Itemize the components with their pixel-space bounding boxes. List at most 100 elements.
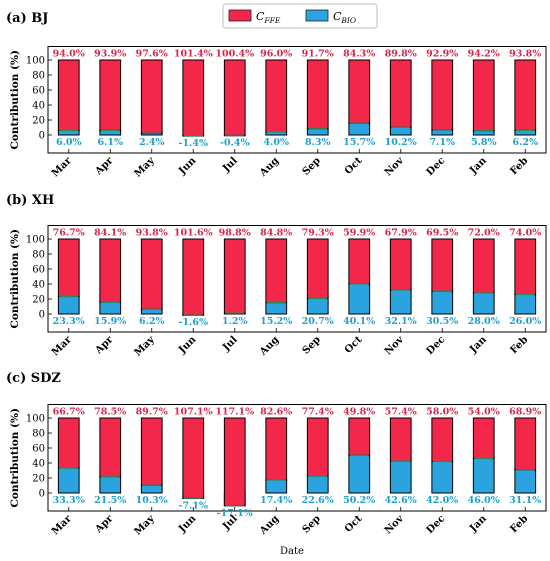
x-tick-label: Jul — [220, 334, 240, 354]
data-label-cffe: 89.8% — [385, 49, 417, 60]
y-tick-label: 80 — [32, 429, 45, 440]
bar-cffe — [265, 417, 288, 481]
bar-cffe — [472, 59, 495, 132]
x-tick-label: Mar — [50, 334, 74, 358]
data-label-cffe: 82.6% — [260, 407, 292, 418]
y-tick-label: 0 — [39, 131, 45, 142]
bar-cffe — [57, 59, 80, 131]
bar-cffe — [99, 417, 122, 478]
bar-cbio — [99, 301, 122, 315]
x-tick-label: Oct — [343, 334, 365, 356]
bar-cffe — [140, 417, 163, 486]
bar-cbio — [306, 297, 329, 315]
bar-cbio — [389, 460, 412, 494]
bar-cbio — [514, 129, 537, 136]
x-tick-label: Jan — [467, 513, 489, 535]
bar-cffe — [306, 417, 329, 477]
data-label-cffe: 91.7% — [302, 49, 334, 60]
plot-frame — [47, 225, 547, 333]
data-label-cffe: 84.1% — [94, 228, 126, 239]
data-label-cbio: 33.3% — [53, 495, 85, 506]
panel-title: (b) XH — [6, 193, 54, 208]
data-label-cbio: 23.3% — [53, 316, 85, 327]
data-label-cbio: 40.1% — [343, 316, 375, 327]
x-tick-label: Aug — [257, 513, 281, 537]
x-tick-label: Sep — [301, 334, 323, 356]
data-label-cffe: 117.1% — [215, 407, 254, 418]
data-label-cffe: 107.1% — [174, 407, 213, 418]
x-tick-label: Dec — [425, 155, 448, 178]
x-tick-label: Jun — [176, 155, 199, 178]
data-label-cffe: 74.0% — [509, 228, 541, 239]
legend-frame — [222, 3, 378, 29]
data-label-cffe: 100.4% — [215, 49, 254, 60]
data-label-cbio: 6.2% — [139, 316, 165, 327]
data-label-cbio: 46.0% — [468, 495, 500, 506]
y-axis-label: Contribution (%) — [9, 50, 21, 149]
data-label-cffe: 93.8% — [136, 228, 168, 239]
data-label-cffe: 59.9% — [343, 228, 375, 239]
bar-cffe — [514, 59, 537, 131]
y-tick-label: 0 — [39, 310, 45, 321]
bar-cbio — [348, 454, 371, 494]
data-label-cbio: 17.4% — [260, 495, 292, 506]
bar-cffe — [389, 417, 412, 462]
y-tick-label: 60 — [32, 86, 45, 97]
data-label-cbio: 5.8% — [471, 137, 497, 148]
legend-swatch-cffe — [228, 9, 252, 22]
data-label-cffe: 96.0% — [260, 49, 292, 60]
data-label-cbio: 10.2% — [385, 137, 417, 148]
x-tick-label: Apr — [93, 513, 116, 536]
y-tick-label: 20 — [32, 474, 45, 485]
x-tick-label: Jan — [467, 155, 489, 177]
x-tick-label: Jan — [467, 334, 489, 356]
data-label-cffe: 76.7% — [53, 228, 85, 239]
x-tick-label: Feb — [509, 334, 531, 356]
bar-cbio — [306, 128, 329, 136]
panels: (a) BJ 0 20 40 60 80 100 Contribution (%) 94.0% 6… — [6, 11, 547, 538]
data-label-cffe: 94.0% — [53, 49, 85, 60]
data-label-cffe: 69.5% — [426, 228, 458, 239]
bar-cbio — [431, 290, 454, 315]
x-tick-label: Apr — [93, 155, 116, 178]
x-tick-label: Nov — [383, 513, 407, 537]
data-label-cbio: 42.0% — [426, 495, 458, 506]
x-tick-label: May — [133, 334, 158, 359]
data-label-cbio: 20.7% — [302, 316, 334, 327]
legend: CFFE CBIO — [222, 3, 378, 29]
data-label-cffe: 68.9% — [509, 407, 541, 418]
bar-cffe — [140, 238, 163, 310]
bar-cffe — [140, 59, 163, 134]
bar-cbio — [57, 296, 80, 315]
x-tick-label: Sep — [301, 513, 323, 535]
bar-cbio — [389, 126, 412, 136]
bar-cbio — [306, 475, 329, 494]
data-label-cbio: 15.7% — [343, 137, 375, 148]
bar-cbio — [265, 479, 288, 494]
y-axis-label: Contribution (%) — [9, 229, 21, 328]
data-label-cffe: 72.0% — [468, 228, 500, 239]
bar-cffe — [182, 417, 205, 499]
bar-cffe — [99, 238, 122, 303]
x-tick-label: Jun — [176, 334, 199, 357]
data-label-cffe: 67.9% — [385, 228, 417, 239]
y-tick-label: 80 — [32, 71, 45, 82]
bar-cffe — [182, 59, 205, 137]
bar-cffe — [472, 417, 495, 459]
y-tick-label: 40 — [32, 101, 45, 112]
data-label-cffe: 98.8% — [219, 228, 251, 239]
x-tick-label: May — [133, 513, 158, 538]
x-tick-label: Mar — [50, 155, 74, 179]
plot-frame — [47, 46, 547, 154]
data-label-cbio: -17.1% — [217, 508, 253, 519]
data-label-cbio: -1.6% — [179, 317, 209, 328]
data-label-cffe: 92.9% — [426, 49, 458, 60]
bar-cbio — [99, 129, 122, 136]
bar-cbio — [431, 129, 454, 136]
bar-cffe — [431, 417, 454, 462]
bar-cffe — [348, 417, 371, 456]
data-label-cffe: 97.6% — [136, 49, 168, 60]
bar-cbio — [431, 461, 454, 494]
data-label-cbio: 22.6% — [302, 495, 334, 506]
bar-cffe — [514, 238, 537, 295]
